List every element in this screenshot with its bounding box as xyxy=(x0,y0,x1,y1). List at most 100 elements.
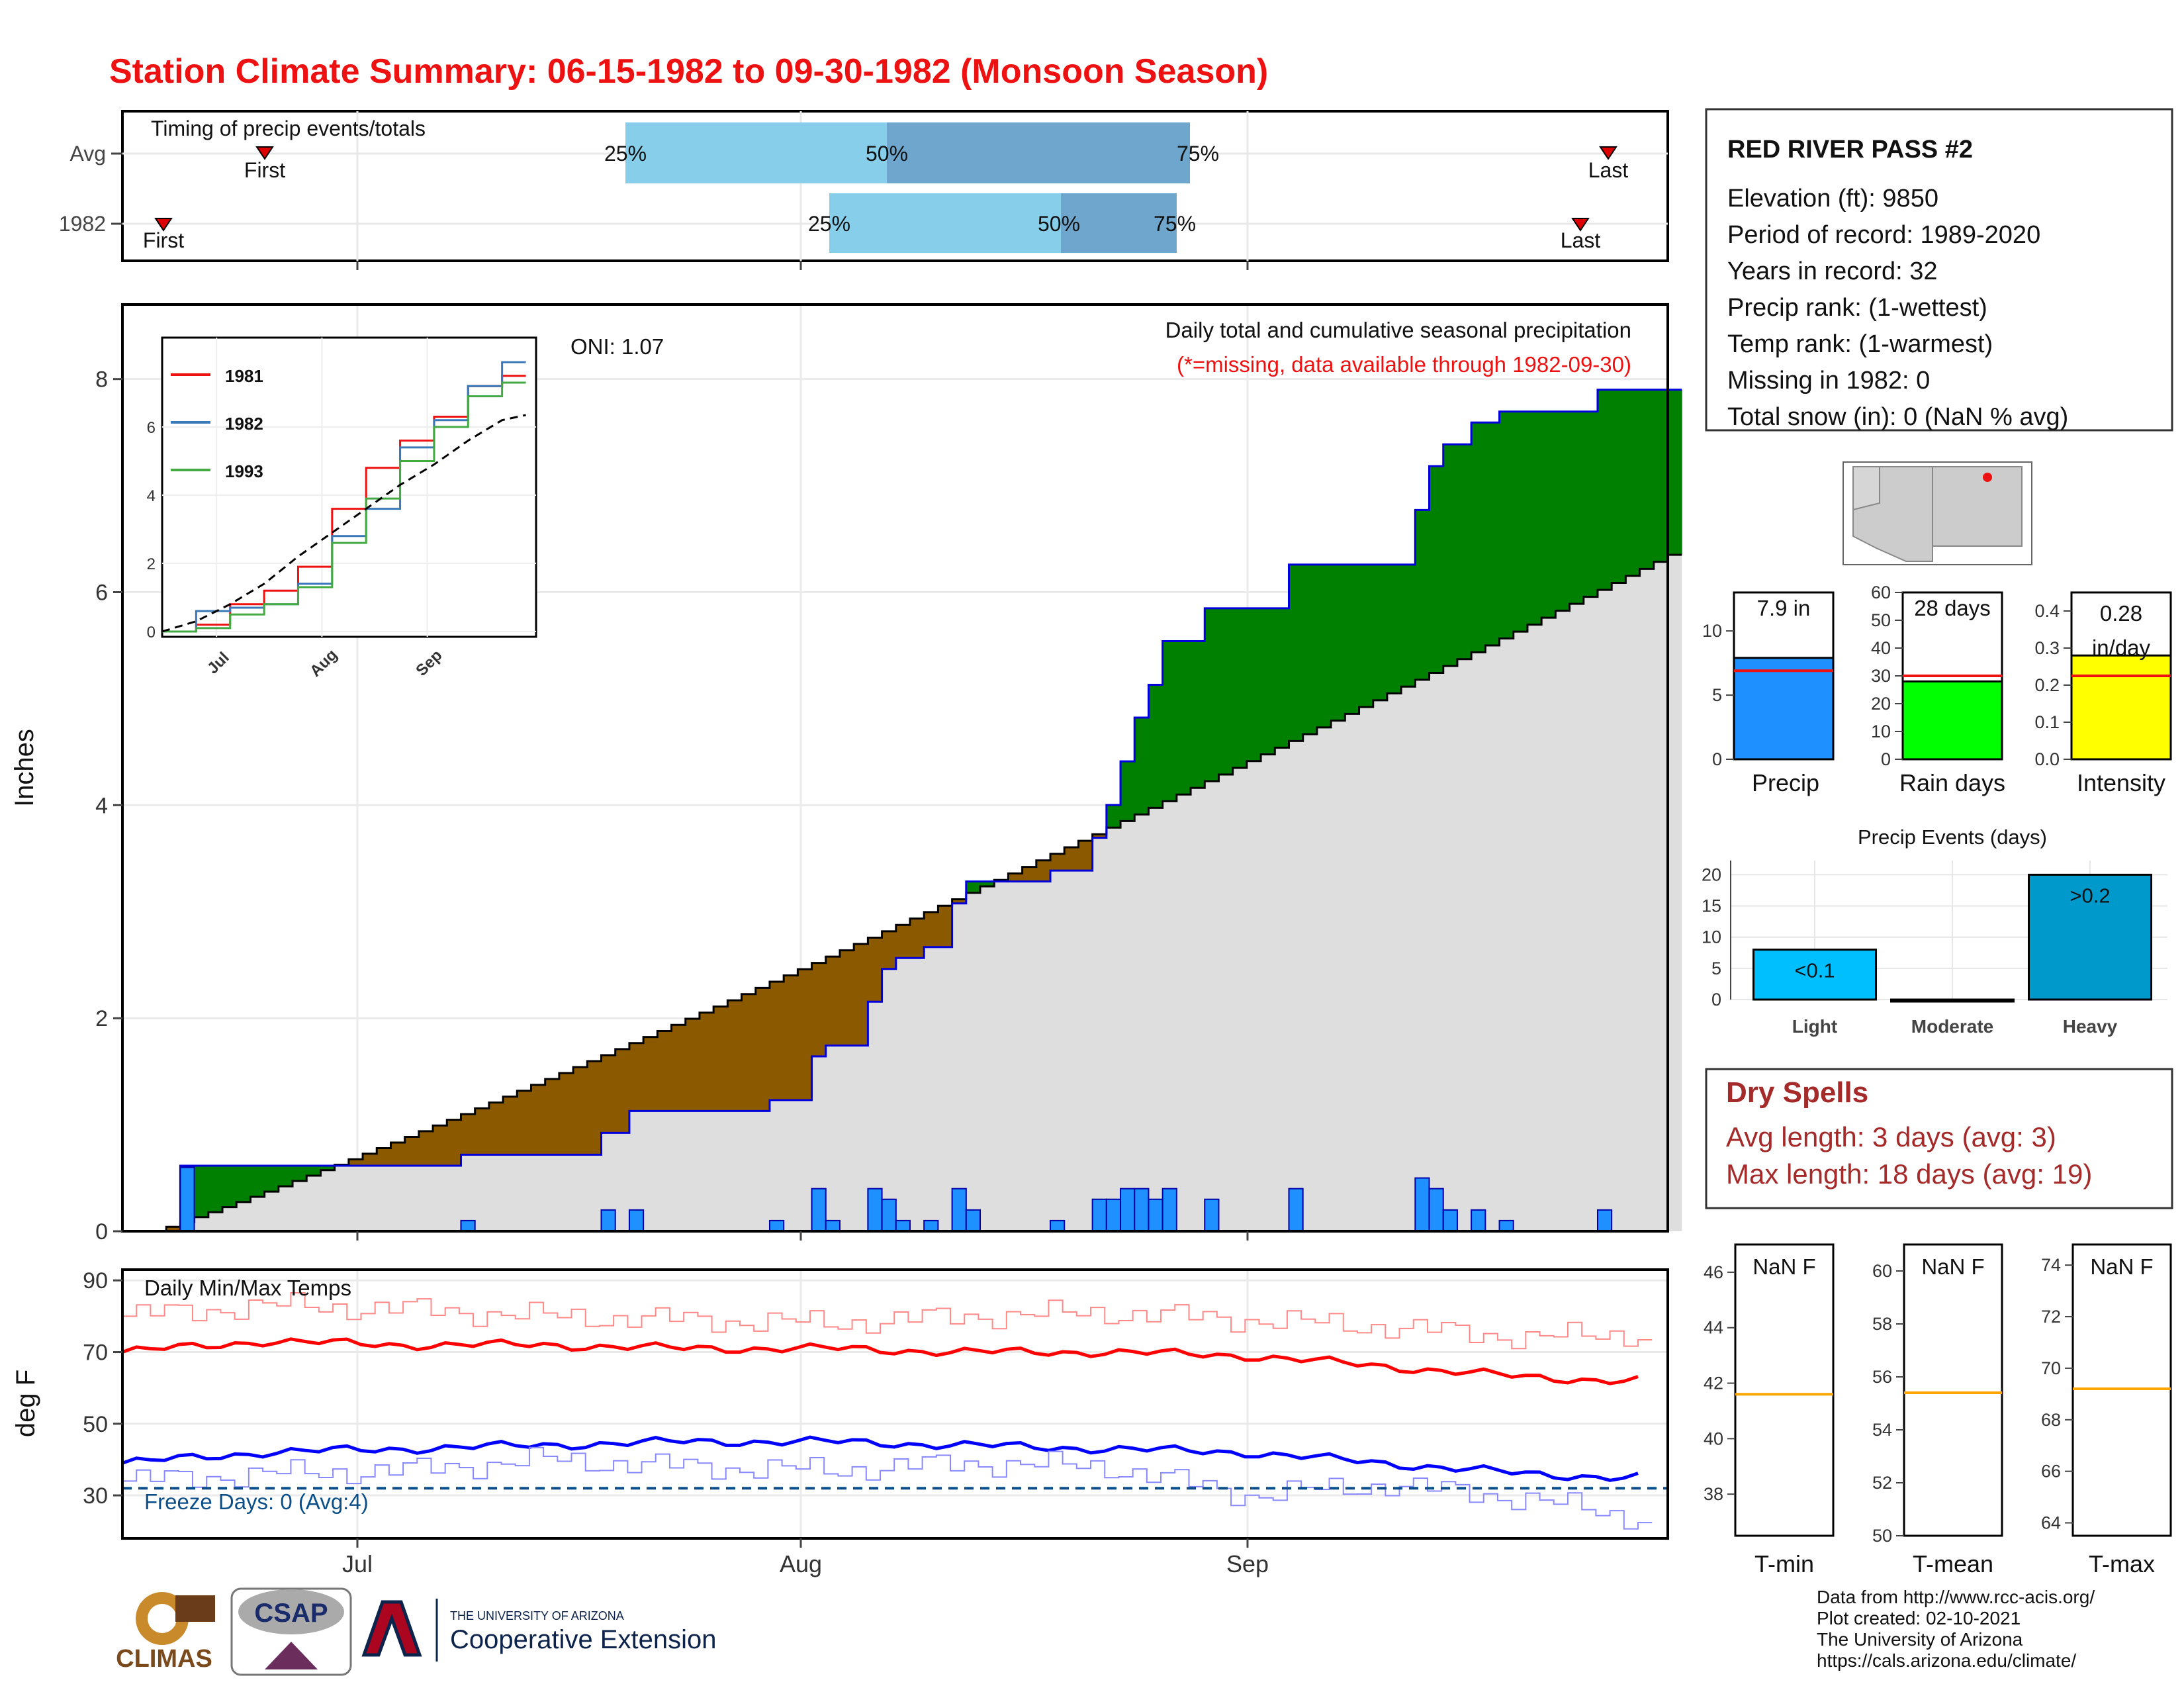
temperature-gauges: 38 40 42 44 46 NaN F T-min 50 52 54 56 58 60 NaN F T-m… xyxy=(1704,1243,2172,1577)
daily-precip-bar xyxy=(1596,1209,1613,1232)
timing-panel: Timing of precip events/totals Avg 25% 5… xyxy=(59,110,1669,270)
temp-ytick-label: 50 xyxy=(83,1412,108,1437)
daily-precip-bar xyxy=(965,1209,981,1232)
xtick-jul: Jul xyxy=(342,1550,373,1577)
cumulative-difference-band xyxy=(1401,564,1416,687)
cumulative-difference-band xyxy=(433,1125,447,1166)
cumulative-difference-band xyxy=(784,975,798,1100)
events-tick-label: 20 xyxy=(1702,865,1721,884)
cumulative-difference-band xyxy=(825,957,841,1046)
station-line: Period of record: 1989-2020 xyxy=(1727,221,2040,249)
gauge-tick-label: 0 xyxy=(1712,749,1722,769)
daily-precip-bar xyxy=(179,1166,195,1232)
station-line: Elevation (ft): 9850 xyxy=(1727,185,1938,212)
cumulative-difference-band xyxy=(1668,389,1682,555)
tgauge-tick-label: 70 xyxy=(2041,1358,2061,1378)
cumulative-difference-band xyxy=(1639,389,1655,569)
tgauge-value-label: NaN F xyxy=(1752,1254,1815,1279)
main-ytick-label: 6 xyxy=(95,580,108,605)
gauge-intensity-value: 0.28 xyxy=(2100,601,2142,626)
avg-first-marker xyxy=(255,146,274,160)
cumulative-difference-band xyxy=(222,1165,237,1207)
daily-precip-bar xyxy=(811,1188,827,1233)
cumulative-difference-band xyxy=(952,899,967,904)
daily-precip-bar xyxy=(600,1209,616,1232)
tgauge-title: T-min xyxy=(1754,1550,1814,1577)
temp-series-daily-max xyxy=(122,1291,1653,1350)
tgauge-tick-label: 66 xyxy=(2041,1462,2061,1481)
events-category-label: Moderate xyxy=(1911,1016,1993,1037)
gauge-precip-title: Precip xyxy=(1752,769,1819,796)
map-state-new-mexico xyxy=(1932,466,2023,547)
cumulative-difference-band xyxy=(517,1090,531,1155)
daily-precip-bar xyxy=(628,1209,645,1232)
y1982-first-label: First xyxy=(143,228,184,252)
cumulative-difference-band xyxy=(1457,444,1472,659)
cumulative-difference-band xyxy=(769,981,784,1100)
daily-precip-bar xyxy=(1428,1188,1444,1233)
inset-ytick-label: 6 xyxy=(147,419,156,437)
cumulative-difference-band xyxy=(1261,608,1275,755)
daily-precip-bar xyxy=(460,1219,476,1233)
cumulative-difference-band xyxy=(236,1165,251,1202)
csap-text: CSAP xyxy=(254,1599,328,1628)
main-caption: Daily total and cumulative seasonal prec… xyxy=(1165,318,1631,342)
tgauge-tick-label: 42 xyxy=(1704,1374,1723,1393)
cumulative-difference-band xyxy=(418,1131,433,1166)
cumulative-difference-band xyxy=(461,1113,476,1155)
cumulative-difference-band xyxy=(293,1165,307,1182)
inset-lines xyxy=(161,361,526,633)
dry-avg: Avg length: 3 days (avg: 3) xyxy=(1726,1121,2056,1152)
tgauge-value-label: NaN F xyxy=(2090,1254,2153,1279)
events-tick-label: 5 xyxy=(1711,959,1721,978)
temp-series-avg-max xyxy=(122,1337,1639,1385)
inset-grid xyxy=(162,338,536,637)
footer: CLIMAS CSAP THE UNIVERSITY OF ARIZONA Co… xyxy=(116,1587,2095,1676)
cumulative-difference-band xyxy=(573,1067,588,1155)
xtick-aug: Aug xyxy=(780,1550,822,1577)
gauge-tick-label: 0.2 xyxy=(2034,675,2060,695)
temp-series-daily-min xyxy=(122,1446,1653,1530)
cumulative-difference-band xyxy=(1331,564,1345,721)
avg-last-marker xyxy=(1599,146,1617,160)
avg-first-label: First xyxy=(244,158,285,182)
main-ytick-label: 0 xyxy=(95,1219,108,1244)
cumulative-difference-band xyxy=(685,1018,700,1111)
ua-big-text: Cooperative Extension xyxy=(450,1625,716,1654)
xtick-sep: Sep xyxy=(1226,1550,1269,1577)
legend-label-1993: 1993 xyxy=(225,461,263,481)
cumulative-difference-band xyxy=(1612,389,1626,583)
avg-q50-label: 50% xyxy=(866,142,908,165)
cumulative-difference-band xyxy=(629,1043,644,1111)
main-ytick-label: 8 xyxy=(95,367,108,393)
temp-frame xyxy=(121,1268,1669,1540)
y1982-q25-label: 25% xyxy=(808,212,850,236)
cumulative-difference-band xyxy=(1471,422,1486,653)
climas-text: CLIMAS xyxy=(116,1645,212,1673)
cumulative-difference-band xyxy=(1555,411,1570,611)
cumulative-difference-band xyxy=(1316,564,1332,727)
gauge-intensity-bar xyxy=(2070,654,2172,761)
cumulative-difference-band xyxy=(1246,608,1261,761)
cumulative-difference-band xyxy=(839,950,854,1046)
cumulative-difference-band xyxy=(1205,608,1219,782)
cumulative-difference-band xyxy=(488,1102,504,1155)
cumulative-difference-band xyxy=(910,918,925,959)
cumulative-difference-band xyxy=(1415,510,1430,680)
footer-line: The University of Arizona xyxy=(1817,1629,2023,1650)
station-line: Missing in 1982: 0 xyxy=(1727,367,1930,395)
cumulative-difference-band xyxy=(1359,564,1374,708)
dry-max: Max length: 18 days (avg: 19) xyxy=(1726,1158,2092,1190)
cumulative-difference-band xyxy=(404,1137,420,1166)
tgauge-tick-label: 46 xyxy=(1704,1262,1723,1282)
cumulative-difference-band xyxy=(250,1165,265,1197)
cumulative-difference-band xyxy=(741,994,756,1111)
cumulative-difference-band xyxy=(1232,608,1248,768)
tgauge-t-mean-frame xyxy=(1903,1243,2003,1537)
average-cumulative-area xyxy=(152,555,1682,1231)
station-name: RED RIVER PASS #2 xyxy=(1727,136,1973,164)
daily-precip-bar xyxy=(1161,1188,1177,1233)
oni-label: ONI: 1.07 xyxy=(570,334,664,359)
